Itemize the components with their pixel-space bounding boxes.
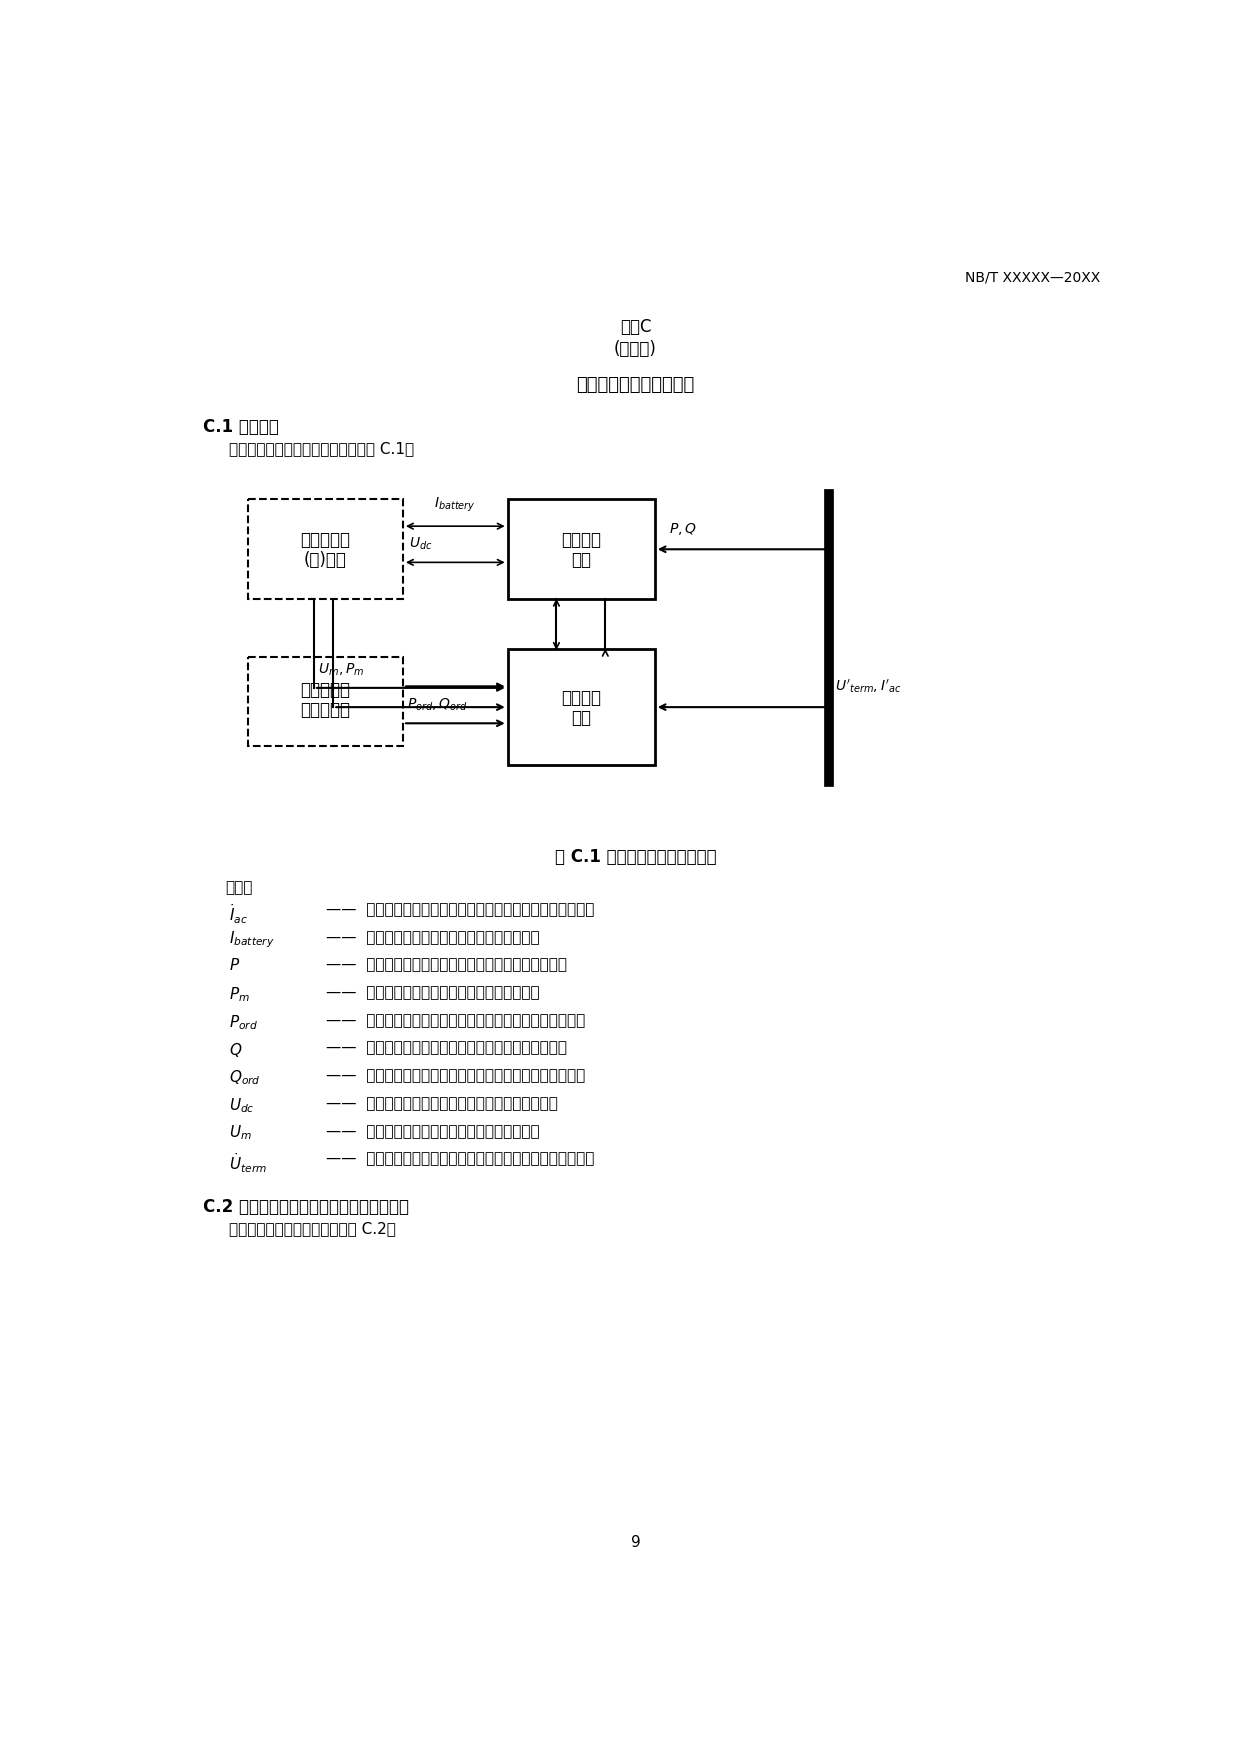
Text: $P_m$: $P_m$	[228, 986, 249, 1003]
Text: $Q_{ord}$: $Q_{ord}$	[228, 1068, 260, 1087]
Text: ——  机电暂态分析模型中，储能变流器输出无功功率；: —— 机电暂态分析模型中，储能变流器输出无功功率；	[325, 1040, 567, 1056]
Text: $P_{ord}$: $P_{ord}$	[228, 1012, 258, 1031]
Text: 统控制模型: 统控制模型	[300, 702, 351, 719]
Text: 部分: 部分	[572, 709, 591, 726]
Text: ——  机电暂态分析模型中，储能电池输出电压；: —— 机电暂态分析模型中，储能电池输出电压；	[325, 1124, 539, 1138]
Text: $Q$: $Q$	[228, 1040, 242, 1059]
Text: $P$: $P$	[228, 958, 239, 973]
Text: (资料性): (资料性)	[614, 340, 657, 358]
Bar	[248, 658, 403, 745]
Text: $\dot{I}_{ac}$: $\dot{I}_{ac}$	[228, 902, 248, 926]
Bar	[507, 649, 655, 765]
Text: $U_{dc}$: $U_{dc}$	[409, 535, 433, 551]
Text: 并网接口: 并网接口	[562, 531, 601, 549]
Text: (组)模型: (组)模型	[304, 551, 347, 568]
Text: C.2 有功功率控制模型（含一次调频控制）: C.2 有功功率控制模型（含一次调频控制）	[203, 1198, 409, 1216]
Text: ——  机电暂态分析模型中，储能变流器输出有功功率；: —— 机电暂态分析模型中，储能变流器输出有功功率；	[325, 958, 567, 972]
Text: $U_m$: $U_m$	[228, 1124, 252, 1142]
Text: C.1 模型拓扑: C.1 模型拓扑	[203, 419, 279, 437]
Text: $I_{battery}$: $I_{battery}$	[228, 930, 274, 951]
Text: 储能变流器机电暂态模型: 储能变流器机电暂态模型	[577, 375, 694, 395]
Text: 9: 9	[631, 1535, 640, 1551]
Text: 储能变流器机电抂态模型结构图见图 C.1。: 储能变流器机电抂态模型结构图见图 C.1。	[228, 442, 414, 456]
Text: ——  机电暂态分析模型中，储能变流器直流侧电压；: —— 机电暂态分析模型中，储能变流器直流侧电压；	[325, 1096, 557, 1110]
Text: 能量管理系: 能量管理系	[300, 681, 351, 700]
Text: $P_{ord},Q_{ord}$: $P_{ord},Q_{ord}$	[407, 696, 467, 714]
Text: ——  机电暂态分析模型中，储能变流器交流侧三相电流相量；: —— 机电暂态分析模型中，储能变流器交流侧三相电流相量；	[325, 902, 594, 917]
Text: 部分: 部分	[572, 551, 591, 568]
Text: 储能变流器有功控制模型图见图 C.2。: 储能变流器有功控制模型图见图 C.2。	[228, 1221, 396, 1237]
Text: $I_{battery}$: $I_{battery}$	[434, 496, 476, 514]
Text: 说明：: 说明：	[224, 881, 252, 895]
Text: $U'_{term},I'_{ac}$: $U'_{term},I'_{ac}$	[836, 677, 901, 695]
Text: $U_m,P_m$: $U_m,P_m$	[317, 661, 365, 677]
Bar	[507, 500, 655, 600]
Text: $\dot{U}_{term}$: $\dot{U}_{term}$	[228, 1151, 267, 1175]
Bar	[248, 500, 403, 600]
Text: ——  机电暂态分析模型中，储能变流器有功功率控制指令；: —— 机电暂态分析模型中，储能变流器有功功率控制指令；	[325, 1012, 585, 1028]
Text: ——  机电暂态分析模型中，储能变流器无功功率控制指令；: —— 机电暂态分析模型中，储能变流器无功功率控制指令；	[325, 1068, 585, 1084]
Text: $U_{dc}$: $U_{dc}$	[228, 1096, 254, 1116]
Text: 附录C: 附录C	[620, 317, 651, 337]
Text: 控制保护: 控制保护	[562, 689, 601, 707]
Text: ——  机电暂态分析模型中，储能电池输出功率；: —— 机电暂态分析模型中，储能电池输出功率；	[325, 986, 539, 1000]
Text: $P,Q$: $P,Q$	[668, 521, 697, 537]
Text: ——  机电暂态分析模型中，储能电池输出电流；: —— 机电暂态分析模型中，储能电池输出电流；	[325, 930, 539, 945]
Text: 储能电池簇: 储能电池簇	[300, 531, 351, 549]
Text: NB/T XXXXX—20XX: NB/T XXXXX—20XX	[965, 270, 1100, 284]
Text: 图 C.1 储能变流器机电抂态模型: 图 C.1 储能变流器机电抂态模型	[554, 847, 717, 866]
Text: ——  机电暂态分析模型中，储能变流器交流侧三相电压相量。: —— 机电暂态分析模型中，储能变流器交流侧三相电压相量。	[325, 1151, 594, 1166]
